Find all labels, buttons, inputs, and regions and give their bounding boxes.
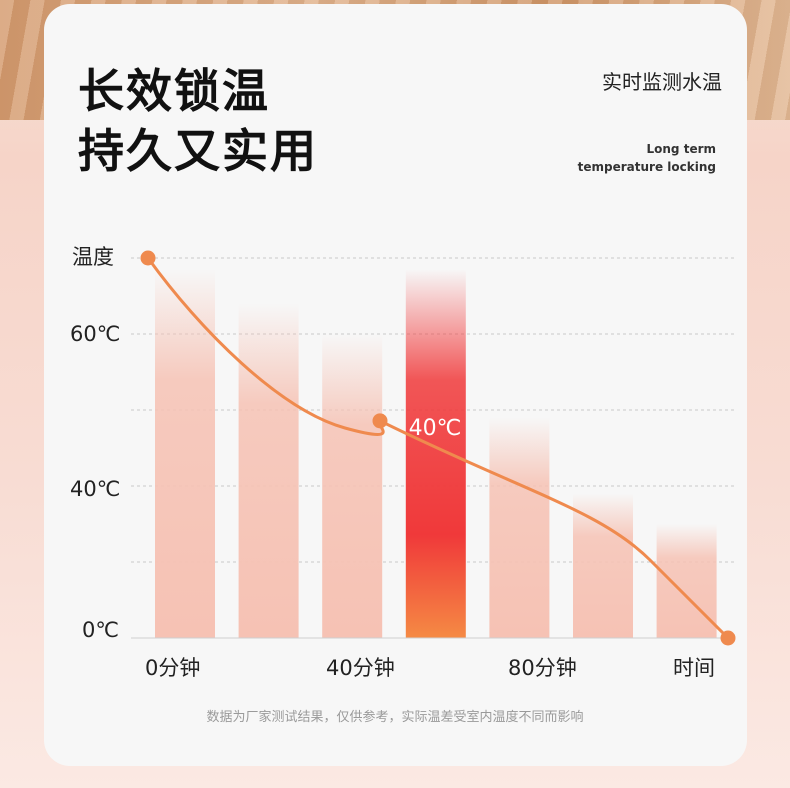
bar bbox=[155, 269, 215, 638]
bars bbox=[155, 269, 717, 638]
x-tick-label: 80分钟 bbox=[508, 656, 577, 680]
y-tick-label: 60℃ bbox=[70, 322, 121, 346]
x-tick-label: 0分钟 bbox=[145, 656, 201, 680]
x-tick-label: 40分钟 bbox=[326, 656, 395, 680]
subtitle-cn: 实时监测水温 bbox=[602, 70, 722, 94]
annotation-label: 40℃ bbox=[409, 416, 462, 441]
y-axis-label: 温度 bbox=[72, 245, 114, 269]
data-point bbox=[720, 630, 736, 646]
disclaimer-note: 数据为厂家测试结果，仅供参考，实际温差受室内温度不同而影响 bbox=[206, 710, 584, 725]
page-title-line1: 长效锁温 bbox=[78, 64, 270, 118]
x-axis-label: 时间 bbox=[673, 656, 715, 680]
y-tick-label: 40℃ bbox=[70, 477, 121, 501]
data-point bbox=[140, 250, 156, 266]
bar bbox=[238, 303, 299, 638]
data-point bbox=[372, 413, 388, 429]
highlight-bar bbox=[405, 269, 466, 638]
bar bbox=[322, 334, 383, 638]
bar bbox=[489, 417, 550, 638]
subtitle-en: Long term temperature locking bbox=[578, 140, 716, 176]
subtitle-en-line1: Long term bbox=[646, 142, 717, 156]
subtitle-en-line2: temperature locking bbox=[577, 160, 716, 174]
bar bbox=[573, 493, 633, 638]
bar bbox=[656, 524, 717, 638]
y-tick-label: 0℃ bbox=[82, 618, 119, 642]
line-points bbox=[140, 250, 736, 646]
page-title-line2: 持久又实用 bbox=[78, 124, 318, 178]
